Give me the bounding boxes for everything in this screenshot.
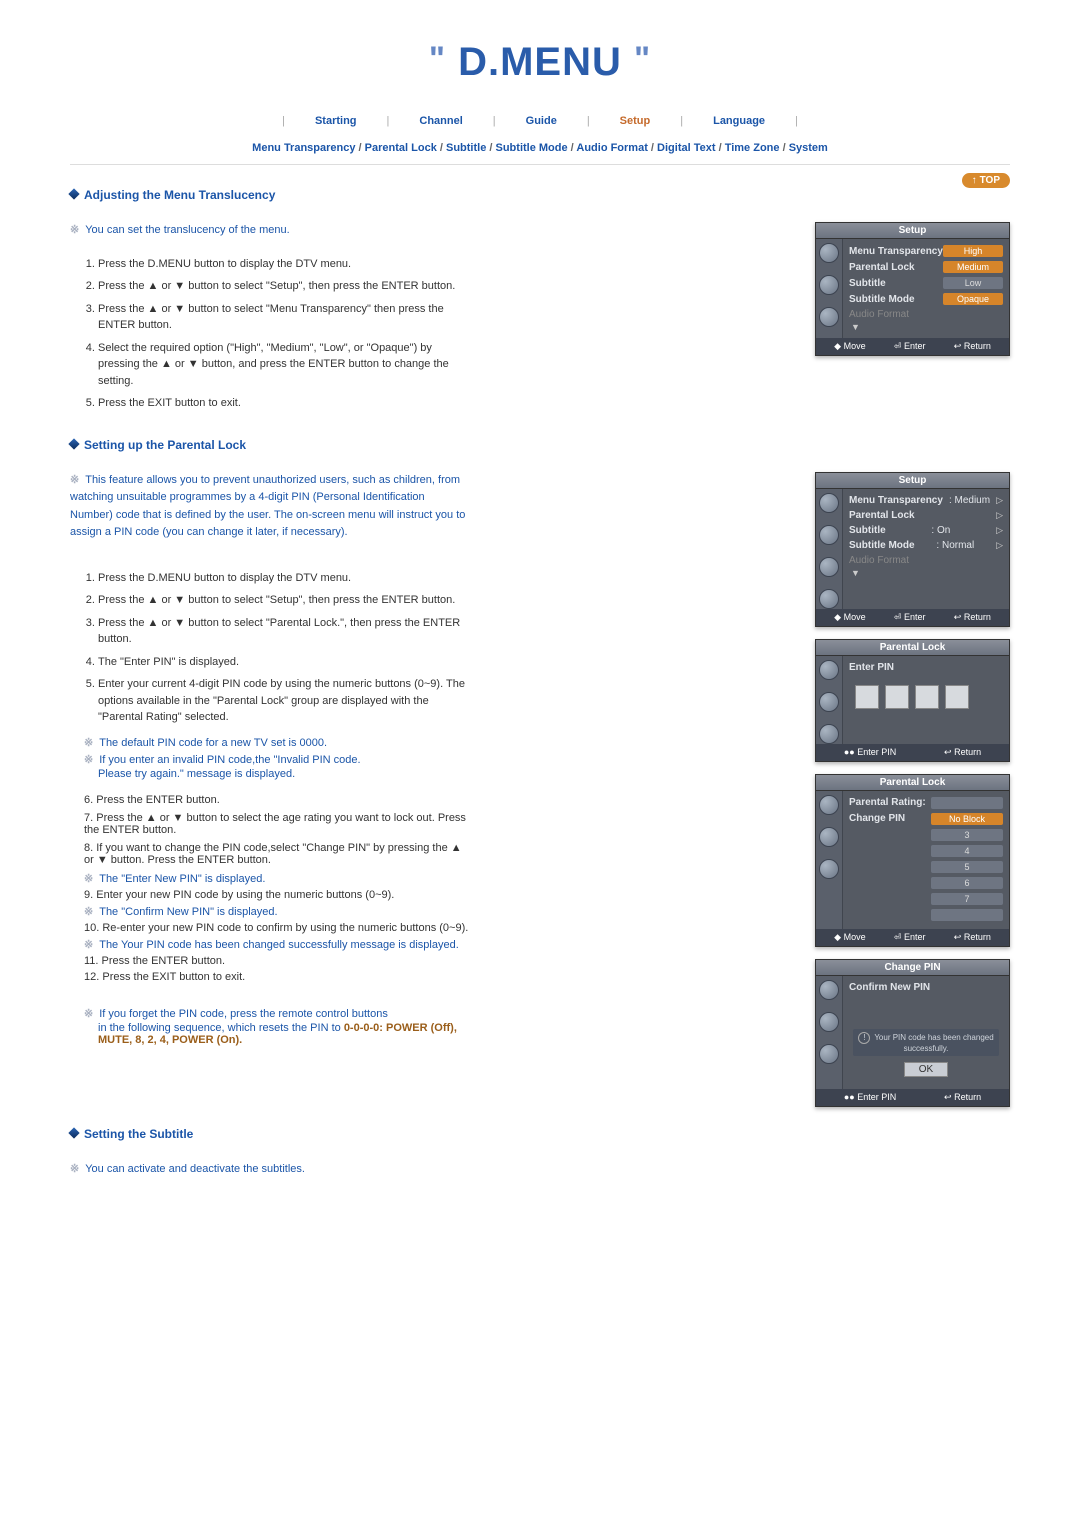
panel-title: Setup [816,223,1009,239]
side-icon [819,557,839,577]
nav-separator: | [387,115,390,127]
steps-list: Press the D.MENU button to display the D… [70,256,470,412]
subnav-item[interactable]: System [789,142,828,154]
side-icon [819,980,839,1000]
note-text: ※The "Confirm New PIN" is displayed. [84,905,470,918]
subnav-item[interactable]: Subtitle [446,142,486,154]
subnav-item[interactable]: Audio Format [576,142,648,154]
down-arrow-icon: ▼ [849,568,1003,578]
nav-starting[interactable]: Starting [315,115,357,127]
logo: " D.MENU " [70,40,1010,85]
step-item: Press the ▲ or ▼ button to select "Menu … [98,301,470,334]
intro-text: ※This feature allows you to prevent unau… [70,472,470,542]
side-icon [819,827,839,847]
diamond-icon [68,438,79,449]
logo-text: D.MENU [458,40,622,84]
quote-close-icon: " [634,40,651,78]
section-title: Adjusting the Menu Translucency [70,188,1010,202]
side-icon [819,275,839,295]
diamond-icon [68,1127,79,1138]
nav-separator: | [493,115,496,127]
sub-nav: Menu Transparency / Parental Lock / Subt… [70,142,1010,154]
step-item: The "Enter PIN" is displayed. [98,654,470,671]
intro-text: ※You can activate and deactivate the sub… [70,1161,1010,1179]
subnav-item[interactable]: Time Zone [725,142,780,154]
diamond-icon [68,188,79,199]
step-item: Press the ▲ or ▼ button to select "Setup… [98,278,470,295]
side-icon [819,859,839,879]
note-mark-icon: ※ [84,872,93,885]
panel-title: Setup [816,473,1009,489]
section-title: Setting the Subtitle [70,1127,1010,1141]
side-icon [819,493,839,513]
nav-separator: | [587,115,590,127]
steps-list: Press the D.MENU button to display the D… [70,570,470,726]
side-icon [819,589,839,609]
side-icon [819,1044,839,1064]
side-icon [819,795,839,815]
note-mark-icon: ※ [84,938,93,951]
screenshot-parental-rating: Parental Lock Parental Rating: Change PI… [815,774,1010,947]
subnav-item[interactable]: Digital Text [657,142,715,154]
note-text: Please try again." message is displayed. [98,768,470,780]
note-text: ※The Your PIN code has been changed succ… [84,938,470,951]
section-title: Setting up the Parental Lock [70,438,1010,452]
forget-note: ※If you forget the PIN code, press the r… [84,1007,470,1020]
step-item: Select the required option ("High", "Med… [98,340,470,390]
note-mark-icon: ※ [84,736,93,749]
main-nav: | Starting | Channel | Guide | Setup | L… [70,115,1010,127]
info-message: !Your PIN code has been changed successf… [853,1029,999,1056]
ok-button[interactable]: OK [904,1062,948,1077]
nav-guide[interactable]: Guide [526,115,557,127]
side-icon [819,724,839,744]
top-button[interactable]: ↑TOP [962,173,1010,188]
note-mark-icon: ※ [84,905,93,918]
intro-text: ※You can set the translucency of the men… [70,222,470,240]
side-icon [819,1012,839,1032]
quote-open-icon: " [429,40,446,78]
nav-separator: | [680,115,683,127]
side-icon [819,525,839,545]
panel-title: Change PIN [816,960,1009,976]
note-text: ※If you enter an invalid PIN code,the "I… [84,753,470,766]
step-item: Enter your current 4-digit PIN code by u… [98,676,470,726]
nav-separator: | [795,115,798,127]
note-mark-icon: ※ [84,753,93,766]
note-mark-icon: ※ [84,1007,93,1020]
note-mark-icon: ※ [70,1161,79,1179]
note-text: ※The default PIN code for a new TV set i… [84,736,470,749]
step-item: Press the D.MENU button to display the D… [98,256,470,273]
info-icon: ! [858,1032,870,1044]
note-text: ※The "Enter New PIN" is displayed. [84,872,470,885]
step-item: Press the EXIT button to exit. [98,395,470,412]
step-item: Press the ▲ or ▼ button to select "Paren… [98,615,470,648]
down-arrow-icon: ▼ [849,322,1003,332]
panel-title: Parental Lock [816,775,1009,791]
nav-language[interactable]: Language [713,115,765,127]
pin-boxes [855,685,1003,709]
note-mark-icon: ※ [70,472,79,490]
nav-separator: | [282,115,285,127]
divider [70,164,1010,165]
subnav-item[interactable]: Subtitle Mode [496,142,568,154]
screenshot-setup-list: Setup Menu Transparency: Medium▷ Parenta… [815,472,1010,627]
screenshot-enter-pin: Parental Lock Enter PIN [815,639,1010,762]
forget-note-line2: in the following sequence, which resets … [98,1022,470,1046]
screenshot-setup-transparency: Setup Menu TransparencyHigh Parental Loc… [815,222,1010,356]
step-item: Press the ▲ or ▼ button to select "Setup… [98,592,470,609]
side-icon [819,307,839,327]
up-arrow-icon: ↑ [972,175,977,186]
nav-channel[interactable]: Channel [419,115,462,127]
panel-title: Parental Lock [816,640,1009,656]
side-icon [819,243,839,263]
step-item: Press the D.MENU button to display the D… [98,570,470,587]
note-mark-icon: ※ [70,222,79,240]
subnav-item[interactable]: Parental Lock [365,142,437,154]
nav-setup[interactable]: Setup [620,115,651,127]
screenshot-change-pin: Change PIN Confirm New PIN [815,959,1010,1107]
side-icon [819,692,839,712]
side-icon [819,660,839,680]
subnav-item[interactable]: Menu Transparency [252,142,355,154]
